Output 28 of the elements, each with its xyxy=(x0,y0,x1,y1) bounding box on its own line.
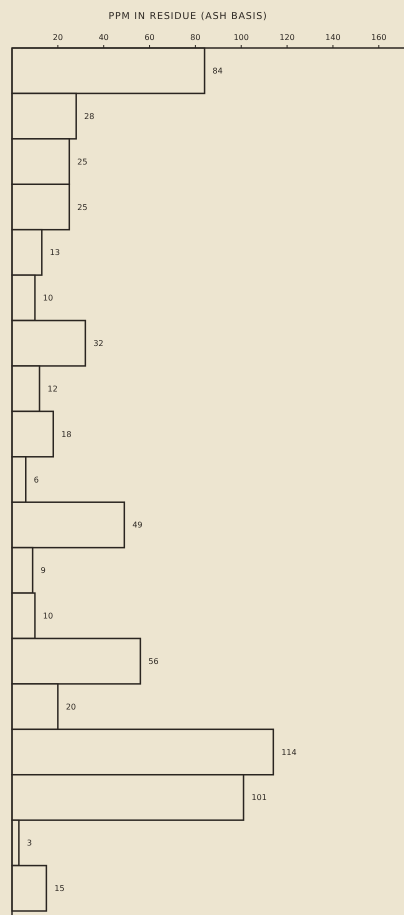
data-label: 6 xyxy=(34,475,39,484)
data-label: 10 xyxy=(42,294,54,303)
data-label: 49 xyxy=(132,520,143,530)
x-tick-label: 60 xyxy=(144,33,155,42)
x-axis-title: PPM IN RESIDUE (ASH BASIS) xyxy=(108,11,268,22)
x-tick-label: 20 xyxy=(52,33,63,42)
data-label: 9 xyxy=(40,566,46,576)
x-tick-label: 120 xyxy=(279,33,295,42)
data-label: 114 xyxy=(281,748,297,757)
data-label: 28 xyxy=(84,112,94,121)
data-label: 15 xyxy=(54,884,65,894)
data-label: 12 xyxy=(48,384,58,394)
data-label: 25 xyxy=(77,202,88,212)
data-label: 20 xyxy=(66,702,76,712)
data-label: 3 xyxy=(26,838,32,848)
data-label: 10 xyxy=(42,612,54,621)
x-tick-label: 160 xyxy=(371,33,386,42)
data-label: 101 xyxy=(252,793,267,802)
data-label: 25 xyxy=(77,157,88,166)
x-tick-label: 80 xyxy=(190,33,200,42)
data-label: 32 xyxy=(93,339,104,348)
data-label: 84 xyxy=(212,66,223,76)
data-label: 56 xyxy=(148,656,159,666)
data-label: 18 xyxy=(61,430,72,439)
x-tick-label: 100 xyxy=(234,33,249,42)
x-tick-label: 140 xyxy=(325,33,341,42)
x-tick-label: 40 xyxy=(98,33,109,42)
data-label: 13 xyxy=(50,248,60,258)
